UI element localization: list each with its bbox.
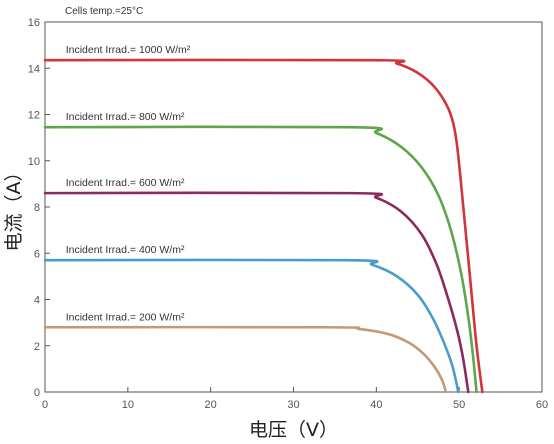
y-axis-label: 电流（A）	[3, 163, 25, 252]
x-tick-label: 0	[42, 399, 48, 411]
series-layer	[43, 58, 484, 394]
temperature-annotation: Cells temp.=25°C	[65, 6, 143, 17]
x-tick-label: 10	[122, 399, 134, 411]
plot-frame	[44, 21, 543, 393]
y-tick-label: 12	[28, 110, 40, 122]
y-axis-ticks: 0 2 4 6 8 10 12 14 16	[28, 17, 50, 399]
series-line-0	[43, 58, 484, 394]
y-tick-label: 6	[34, 248, 40, 260]
y-tick-label: 2	[34, 341, 40, 353]
series-label-1: Incident Irrad.= 800 W/m²	[66, 111, 185, 123]
y-tick-label: 16	[28, 17, 40, 29]
x-tick-label: 60	[536, 399, 548, 411]
series-line-2	[43, 191, 470, 394]
series-line-4	[43, 325, 448, 394]
series-label-3: Incident Irrad.= 400 W/m²	[66, 244, 185, 256]
x-axis-ticks: 0 10 20 30 40 50 60	[42, 387, 548, 411]
x-tick-label: 30	[287, 399, 299, 411]
y-tick-label: 8	[34, 202, 40, 214]
x-tick-label: 20	[205, 399, 217, 411]
y-tick-label: 10	[28, 156, 40, 168]
series-line-3	[43, 258, 460, 394]
x-tick-label: 40	[370, 399, 382, 411]
x-axis-label: 电压（V）	[249, 419, 338, 441]
series-label-layer: Incident Irrad.= 1000 W/m² Incident Irrad…	[66, 44, 191, 323]
series-label-0: Incident Irrad.= 1000 W/m²	[66, 44, 191, 56]
series-line-1	[43, 125, 478, 394]
x-tick-label: 50	[453, 399, 465, 411]
y-tick-label: 14	[28, 63, 40, 75]
y-tick-label: 4	[34, 295, 40, 307]
series-label-2: Incident Irrad.= 600 W/m²	[66, 177, 185, 189]
y-tick-label: 0	[34, 387, 40, 399]
series-label-4: Incident Irrad.= 200 W/m²	[66, 311, 185, 323]
